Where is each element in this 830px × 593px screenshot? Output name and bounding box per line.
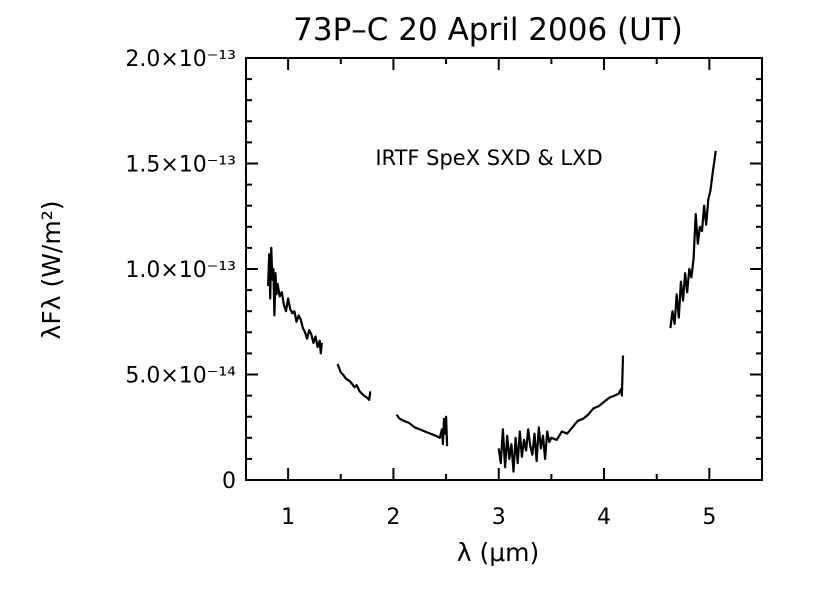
- x-tick-label: 2: [386, 505, 400, 530]
- y-tick-label: 0: [222, 469, 236, 494]
- x-axis-label: λ (μm): [457, 538, 540, 567]
- y-tick-label: 2.0×10⁻¹³: [125, 47, 236, 72]
- x-tick-label: 1: [281, 505, 295, 530]
- y-axis-label: λFλ (W/m²): [37, 201, 66, 340]
- series-layer: [267, 150, 717, 473]
- plot-frame: [245, 57, 763, 481]
- x-tick-label: 3: [492, 505, 506, 530]
- y-tick-label: 1.5×10⁻¹³: [125, 153, 236, 178]
- x-tick-label: 4: [597, 505, 611, 530]
- spectrum-segment-5: [669, 150, 717, 329]
- y-tick-label: 1.0×10⁻¹³: [125, 258, 236, 283]
- spectrum-segment-4: [497, 355, 625, 473]
- spectrum-segment-2: [336, 363, 372, 401]
- x-tick-label: 5: [702, 505, 716, 530]
- axis-ticks: 1 2 3 4 5 0 5.0×10⁻¹⁴ 1.0×10⁻¹³ 1.5×10⁻¹³ 2.0×10⁻…: [125, 47, 763, 530]
- spectrum-segment-3: [395, 413, 449, 447]
- chart-title: 73P–C 20 April 2006 (UT): [293, 12, 683, 48]
- chart-annotation: IRTF SpeX SXD & LXD: [375, 146, 602, 170]
- spectrum-segment-1: [267, 246, 323, 355]
- y-tick-label: 5.0×10⁻¹⁴: [125, 364, 236, 389]
